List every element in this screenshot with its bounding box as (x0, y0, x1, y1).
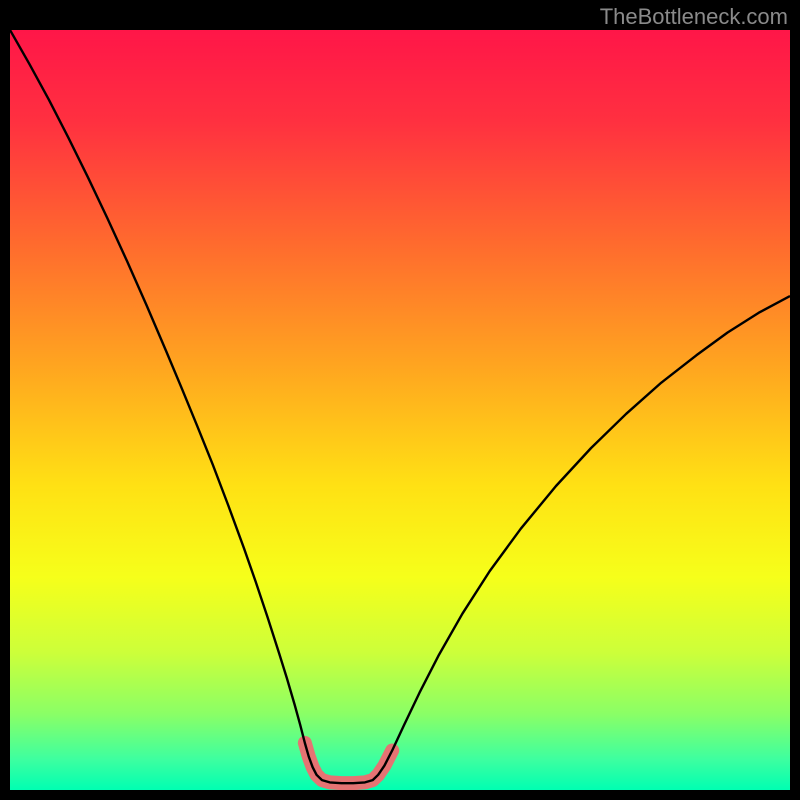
chart-svg-layer (10, 30, 790, 790)
bottleneck-curve (10, 30, 790, 783)
chart-stage: TheBottleneck.com (0, 0, 800, 800)
watermark-text: TheBottleneck.com (600, 4, 788, 30)
plot-area (10, 30, 790, 790)
